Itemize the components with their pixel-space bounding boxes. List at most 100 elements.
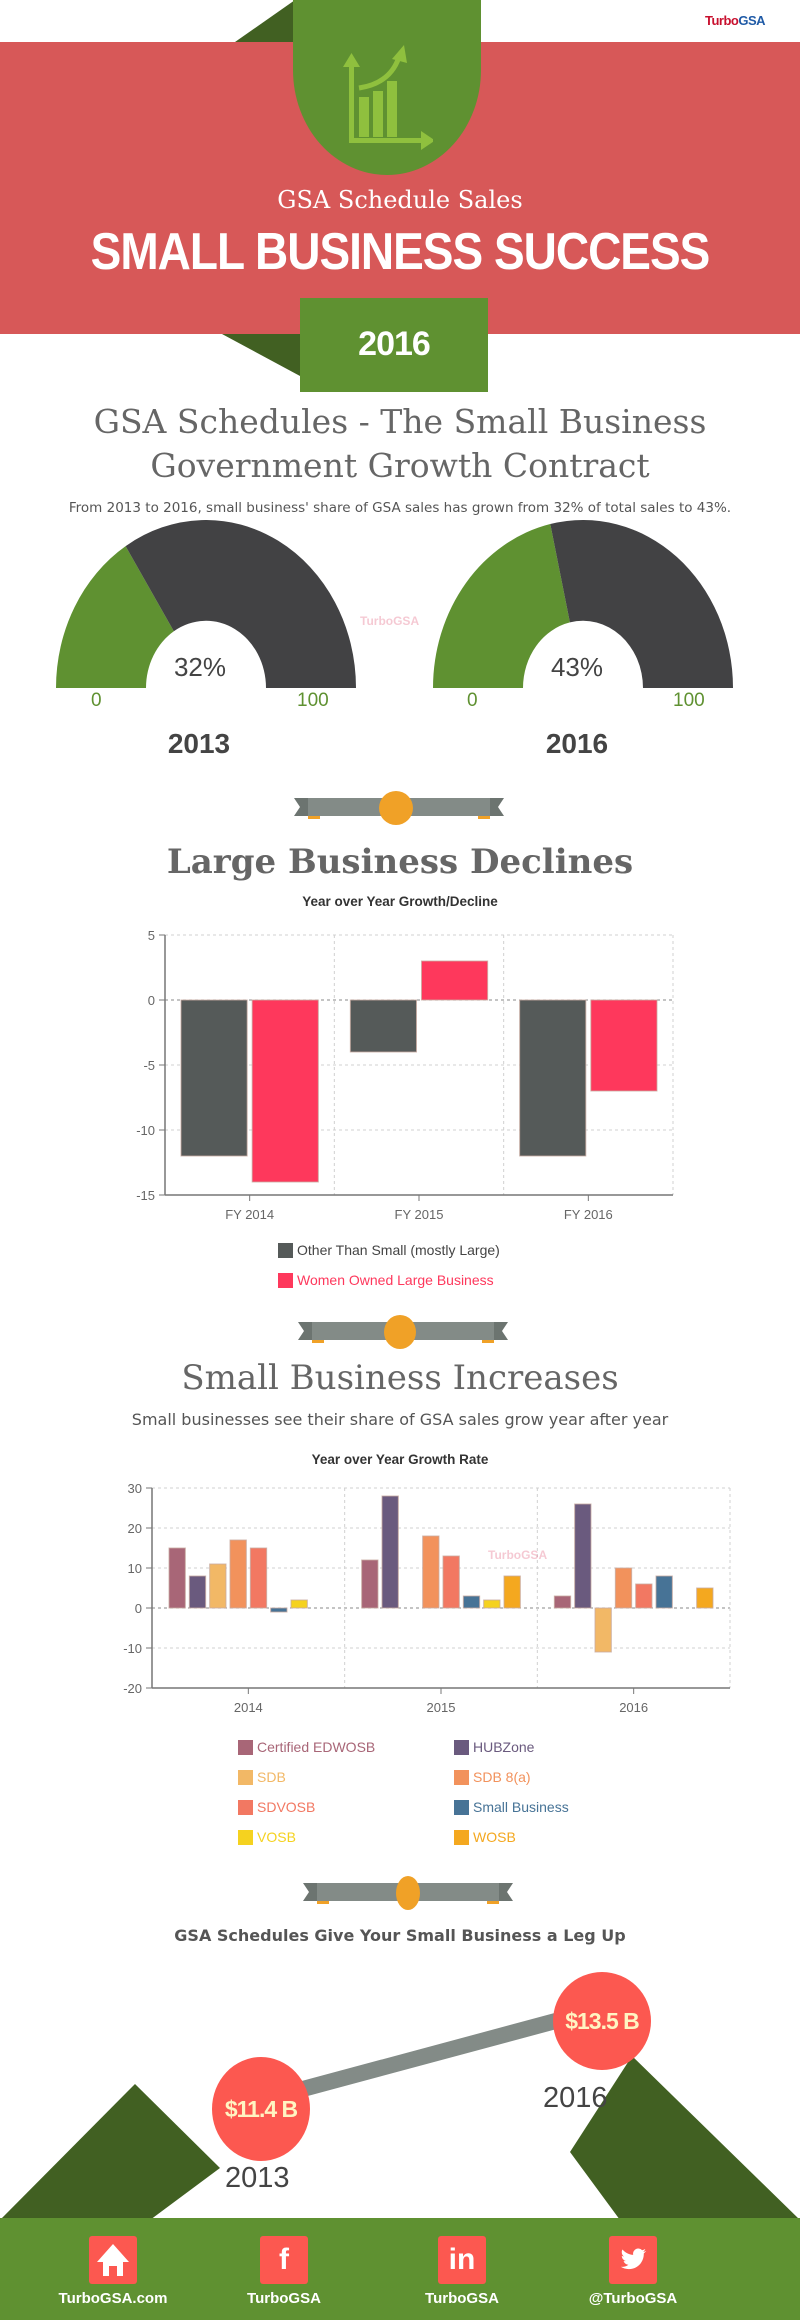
- bar[interactable]: [519, 999, 587, 1157]
- legend-item[interactable]: Women Owned Large Business: [278, 1272, 500, 1288]
- legend-swatch: [454, 1739, 469, 1755]
- bar[interactable]: [462, 1595, 481, 1609]
- ribbon-medallion: [384, 1315, 416, 1349]
- twitter-icon: [609, 2236, 657, 2284]
- legend-label: WOSB: [473, 1829, 516, 1845]
- y-tick-label: 20: [128, 1521, 142, 1536]
- bar[interactable]: [483, 1599, 501, 1609]
- social-label: TurboGSA: [247, 2290, 321, 2307]
- legend-label: SDVOSB: [257, 1799, 316, 1815]
- mountain-right: [570, 2056, 800, 2220]
- legend-item[interactable]: SDB: [238, 1769, 454, 1785]
- bar[interactable]: [696, 1587, 714, 1609]
- x-tick-label: FY 2016: [564, 1207, 613, 1222]
- turbogsa-logo[interactable]: TurboGSA: [705, 13, 766, 28]
- gauge-filled-arc: [433, 524, 570, 688]
- bar[interactable]: [422, 1535, 440, 1609]
- bar[interactable]: [442, 1555, 460, 1609]
- legend-item[interactable]: VOSB: [238, 1829, 454, 1845]
- social-link-twitter[interactable]: @TurboGSA: [563, 2236, 703, 2307]
- bar[interactable]: [503, 1575, 521, 1609]
- gauge-max-label: 100: [673, 690, 705, 711]
- bar[interactable]: [251, 999, 319, 1183]
- social-label: TurboGSA.com: [58, 2290, 168, 2307]
- mountain-left: [0, 2084, 220, 2220]
- y-tick-label: -20: [123, 1681, 142, 1696]
- legend-swatch: [278, 1272, 293, 1288]
- legend-swatch: [238, 1799, 253, 1815]
- hero-subtitle: GSA Schedule Sales: [277, 186, 523, 214]
- ribbon-divider: [303, 1876, 513, 1910]
- social-link-website[interactable]: TurboGSA.com: [43, 2236, 183, 2307]
- bar[interactable]: [290, 1599, 308, 1609]
- section-title: GSA Schedules - The Small Business Gover…: [0, 400, 800, 488]
- bar[interactable]: [168, 1547, 186, 1609]
- year-label-2013: 2013: [225, 2162, 290, 2194]
- section-description: From 2013 to 2016, small business' share…: [68, 500, 732, 516]
- value-bubble-2013: $11.4 B: [212, 2057, 310, 2161]
- bar[interactable]: [381, 1495, 399, 1609]
- gauge-filled-arc: [56, 546, 174, 688]
- social-link-facebook[interactable]: f TurboGSA: [214, 2236, 354, 2307]
- chart-title: Year over Year Growth/Decline: [302, 894, 498, 909]
- chart-legend: Certified EDWOSB HUBZone SDB SDB 8(a) SDVOSB…: [238, 1739, 598, 1845]
- bar-chart-large-business: 5 0 -5 -10 -15 FY 2014 FY 2015 FY 2016: [136, 928, 674, 1222]
- gauge-min-label: 0: [467, 690, 478, 711]
- y-tick-label: 10: [128, 1561, 142, 1576]
- y-tick-label: -15: [136, 1188, 155, 1203]
- gauges: [56, 520, 733, 688]
- bar[interactable]: [574, 1503, 592, 1609]
- social-label: TurboGSA: [425, 2290, 499, 2307]
- legend-swatch: [238, 1739, 253, 1755]
- social-link-linkedin[interactable]: in TurboGSA: [392, 2236, 532, 2307]
- y-tick-label: 30: [128, 1481, 142, 1496]
- section-title-line: GSA Schedules - The Small Business: [93, 402, 707, 441]
- bar[interactable]: [361, 1559, 379, 1609]
- linkedin-icon: in: [438, 2236, 486, 2284]
- bar[interactable]: [635, 1583, 653, 1609]
- bar[interactable]: [421, 960, 489, 1001]
- x-tick-label: FY 2015: [395, 1207, 444, 1222]
- chart-legend: Other Than Small (mostly Large) Women Ow…: [278, 1242, 500, 1288]
- bar[interactable]: [229, 1539, 247, 1609]
- gauge-value: 43%: [550, 652, 604, 682]
- bar[interactable]: [553, 1595, 572, 1609]
- legend-item[interactable]: Other Than Small (mostly Large): [278, 1242, 500, 1258]
- bar[interactable]: [655, 1575, 673, 1609]
- bar[interactable]: [209, 1563, 227, 1609]
- value-bubble-2016: $13.5 B: [553, 1972, 651, 2070]
- gauge-2013: [56, 520, 357, 688]
- bar[interactable]: [590, 999, 658, 1092]
- legend-swatch: [454, 1829, 469, 1845]
- legend-item[interactable]: Small Business: [454, 1799, 598, 1815]
- bar[interactable]: [614, 1567, 633, 1609]
- year-label-2016: 2016: [543, 2082, 608, 2114]
- legend-label: Certified EDWOSB: [257, 1739, 376, 1755]
- bar[interactable]: [180, 999, 248, 1157]
- bar[interactable]: [270, 1607, 288, 1613]
- ribbon-fold: [235, 0, 295, 42]
- legend-item[interactable]: SDB 8(a): [454, 1769, 598, 1785]
- legend-item[interactable]: WOSB: [454, 1829, 598, 1845]
- y-tick-label: 0: [148, 993, 155, 1008]
- bar[interactable]: [188, 1575, 207, 1609]
- growth-line: [259, 2007, 581, 2108]
- legend-item[interactable]: HUBZone: [454, 1739, 598, 1755]
- growth-chart-icon: [343, 45, 433, 150]
- legend-swatch: [454, 1769, 469, 1785]
- x-tick-label: 2014: [234, 1700, 263, 1715]
- legend-item[interactable]: SDVOSB: [238, 1799, 454, 1815]
- bar[interactable]: [249, 1547, 268, 1609]
- legend-swatch: [238, 1829, 253, 1845]
- x-tick-label: FY 2014: [225, 1207, 274, 1222]
- bar[interactable]: [349, 999, 417, 1053]
- ribbon-medallion: [379, 791, 413, 825]
- legend-item[interactable]: Certified EDWOSB: [238, 1739, 454, 1755]
- chart-title: Year over Year Growth Rate: [311, 1452, 489, 1467]
- bar[interactable]: [594, 1607, 612, 1653]
- watermark: TurboGSA: [360, 614, 420, 628]
- section-title: Large Business Declines: [166, 842, 634, 882]
- ribbon-medallion: [396, 1876, 420, 1910]
- gauge-min-label: 0: [91, 690, 102, 711]
- gauge-max-label: 100: [297, 690, 329, 711]
